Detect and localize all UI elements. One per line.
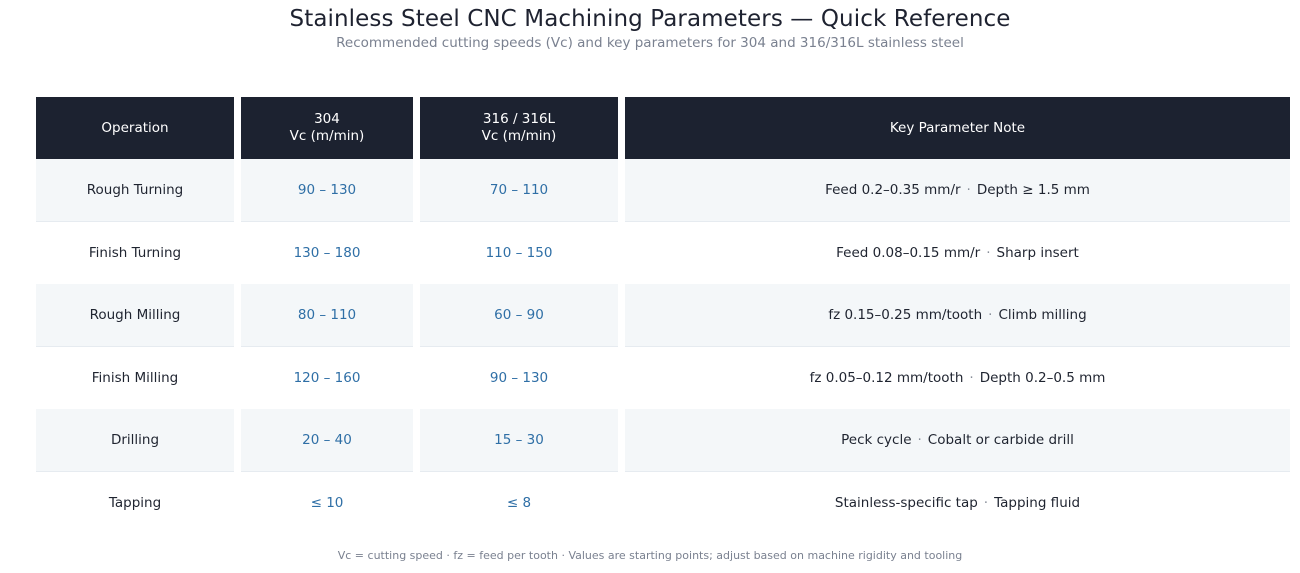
vc-304-cell: 90 – 130 (241, 159, 413, 222)
vc-304-cell: 80 – 110 (241, 284, 413, 347)
table-row: Rough Milling 80 – 110 60 – 90 fz 0.15–0… (36, 284, 1290, 347)
table-row: Rough Turning 90 – 130 70 – 110 Feed 0.2… (36, 159, 1290, 222)
vc-316-cell: 90 – 130 (420, 347, 618, 410)
note-secondary: Tapping fluid (994, 494, 1081, 511)
note-separator: · (986, 244, 991, 261)
note-primary: fz 0.15–0.25 mm/tooth (828, 306, 983, 323)
note-secondary: Depth 0.2–0.5 mm (979, 369, 1106, 386)
header-304-grade: 304 (314, 111, 340, 127)
note-secondary: Cobalt or carbide drill (927, 431, 1074, 448)
page-title: Stainless Steel CNC Machining Parameters… (289, 6, 1011, 32)
vc-316-cell: 15 – 30 (420, 409, 618, 472)
note-separator: · (917, 431, 922, 448)
note-secondary: Depth ≥ 1.5 mm (976, 181, 1090, 198)
vc-316-cell: 70 – 110 (420, 159, 618, 222)
header-note-label: Key Parameter Note (889, 119, 1026, 136)
table-row: Drilling 20 – 40 15 – 30 Peck cycle · Co… (36, 409, 1290, 472)
header-operation-label: Operation (101, 119, 169, 136)
note-cell: Stainless-specific tap · Tapping fluid (625, 472, 1290, 534)
note-primary: fz 0.05–0.12 mm/tooth (809, 369, 964, 386)
operation-cell: Tapping (36, 472, 234, 534)
footnote: Vc = cutting speed · fz = feed per tooth… (337, 549, 963, 562)
note-separator: · (983, 494, 989, 511)
operation-cell: Drilling (36, 409, 234, 472)
operation-cell: Rough Turning (36, 159, 234, 222)
header-316-unit: Vc (m/min) (481, 128, 557, 144)
note-separator: · (988, 306, 993, 323)
note-primary: Feed 0.08–0.15 mm/r (836, 244, 981, 261)
header-note: Key Parameter Note (625, 97, 1290, 159)
header-operation: Operation (36, 97, 234, 159)
vc-316-cell: ≤ 8 (420, 472, 618, 534)
note-cell: fz 0.15–0.25 mm/tooth · Climb milling (625, 284, 1290, 347)
note-cell: Feed 0.08–0.15 mm/r · Sharp insert (625, 222, 1290, 285)
header-304: 304 Vc (m/min) (241, 97, 413, 159)
vc-304-cell: 20 – 40 (241, 409, 413, 472)
operation-cell: Rough Milling (36, 284, 234, 347)
note-cell: Peck cycle · Cobalt or carbide drill (625, 409, 1290, 472)
note-primary: Stainless-specific tap (834, 494, 978, 511)
table-row: Finish Turning 130 – 180 110 – 150 Feed … (36, 222, 1290, 285)
vc-304-cell: ≤ 10 (241, 472, 413, 534)
vc-304-cell: 120 – 160 (241, 347, 413, 410)
note-separator: · (969, 369, 974, 386)
parameters-table: Operation 304 Vc (m/min) 316 / 316L Vc (… (36, 97, 1290, 534)
table-row: Finish Milling 120 – 160 90 – 130 fz 0.0… (36, 347, 1290, 410)
note-cell: fz 0.05–0.12 mm/tooth · Depth 0.2–0.5 mm (625, 347, 1290, 410)
note-separator: · (966, 181, 971, 198)
operation-cell: Finish Turning (36, 222, 234, 285)
note-primary: Feed 0.2–0.35 mm/r (825, 181, 961, 198)
vc-316-cell: 110 – 150 (420, 222, 618, 285)
header-304-unit: Vc (m/min) (289, 128, 365, 144)
table-row: Tapping ≤ 10 ≤ 8 Stainless-specific tap … (36, 472, 1290, 534)
table-header-row: Operation 304 Vc (m/min) 316 / 316L Vc (… (36, 97, 1290, 160)
vc-316-cell: 60 – 90 (420, 284, 618, 347)
note-cell: Feed 0.2–0.35 mm/r · Depth ≥ 1.5 mm (625, 159, 1290, 222)
note-primary: Peck cycle (841, 431, 912, 448)
header-316-grade: 316 / 316L (482, 111, 556, 127)
page-subtitle: Recommended cutting speeds (Vc) and key … (336, 35, 964, 51)
vc-304-cell: 130 – 180 (241, 222, 413, 285)
note-secondary: Climb milling (998, 306, 1087, 323)
note-secondary: Sharp insert (996, 244, 1079, 261)
operation-cell: Finish Milling (36, 347, 234, 410)
header-316: 316 / 316L Vc (m/min) (420, 97, 618, 159)
